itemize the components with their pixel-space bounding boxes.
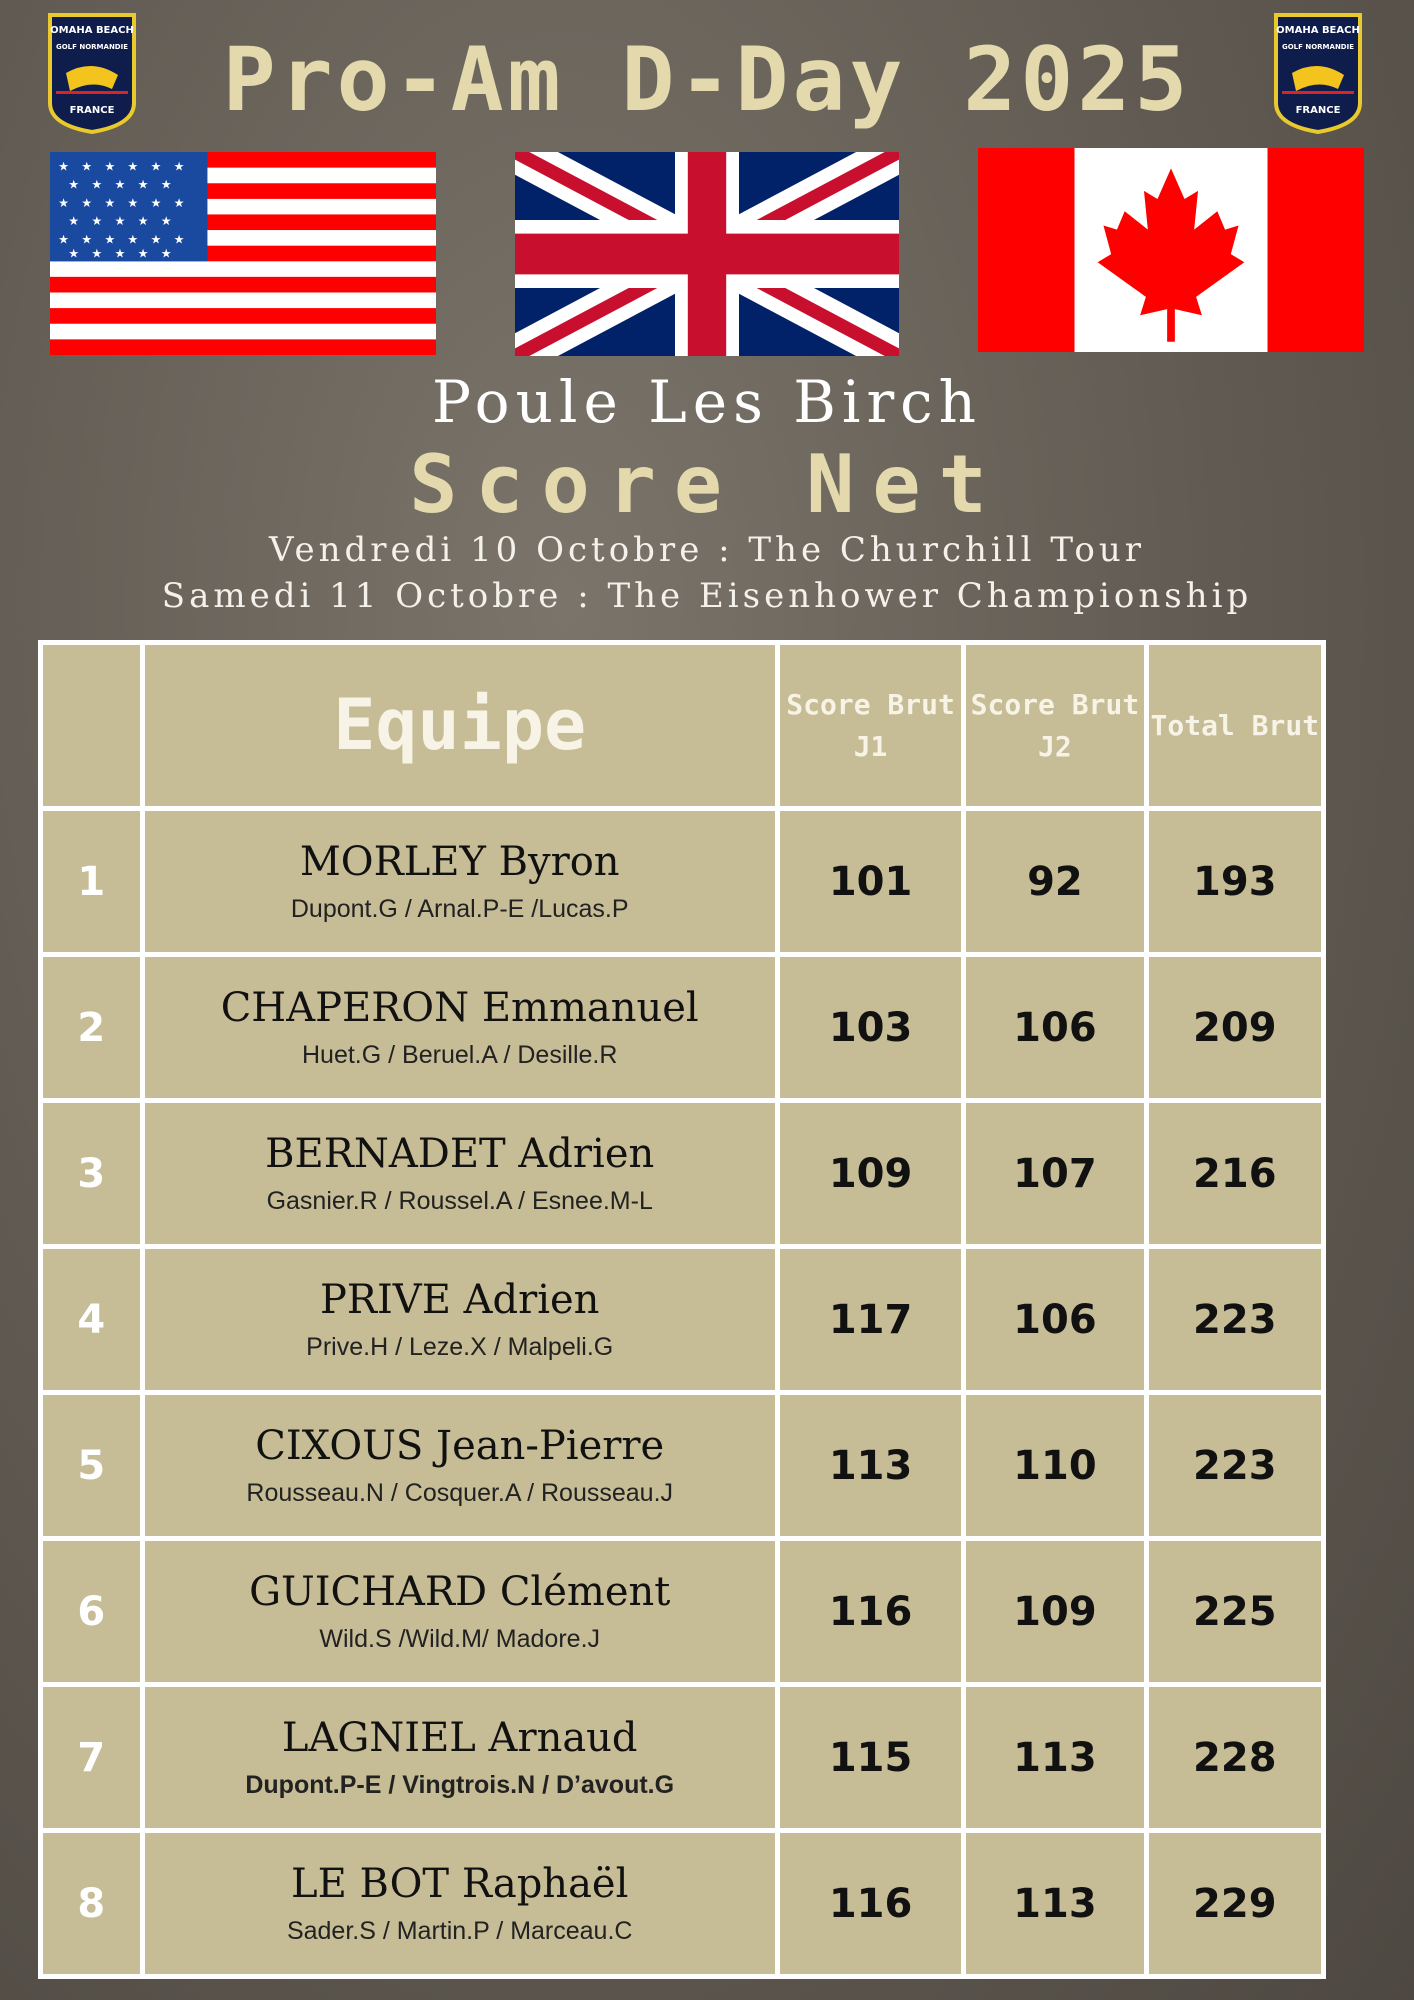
team-players: Dupont.G / Arnal.P-E /Lucas.P [290, 895, 629, 923]
score-j1-cell: 103 [774, 952, 967, 1103]
canada-flag [978, 148, 1364, 352]
team-name: LAGNIEL Arnaud [281, 1715, 638, 1761]
date-line-1: Vendredi 10 Octobre : The Churchill Tour [269, 530, 1145, 570]
score-j1-cell: 117 [774, 1244, 967, 1395]
team-players: Dupont.P-E / Vingtrois.N / D’avout.G [245, 1771, 675, 1799]
table-header: Equipe Score Brut J1 Score Brut J2 Total… [38, 640, 1327, 811]
leaderboard-table: Equipe Score Brut J1 Score Brut J2 Total… [38, 640, 1327, 1979]
team-cell: PRIVE Adrien Prive.H / Leze.X / Malpeli.G [139, 1244, 780, 1395]
rank-header [38, 640, 145, 811]
table-row: 2 CHAPERON Emmanuel Huet.G / Beruel.A / D… [38, 952, 1327, 1103]
team-cell: LAGNIEL Arnaud Dupont.P-E / Vingtrois.N /… [139, 1682, 780, 1833]
rank-cell: 1 [38, 806, 145, 957]
j2-header: Score Brut J2 [961, 640, 1149, 811]
svg-text:★★★★★★: ★★★★★★ [58, 196, 197, 210]
team-players: Prive.H / Leze.X / Malpeli.G [306, 1333, 614, 1361]
table-row: 6 GUICHARD Clément Wild.S /Wild.M/ Madore… [38, 1536, 1327, 1687]
svg-text:FRANCE: FRANCE [1296, 105, 1341, 116]
total-cell: 228 [1143, 1682, 1327, 1833]
table-row: 1 MORLEY Byron Dupont.G / Arnal.P-E /Luca… [38, 806, 1327, 957]
rank-cell: 4 [38, 1244, 145, 1395]
team-name: CHAPERON Emmanuel [220, 985, 699, 1031]
score-j1-cell: 109 [774, 1098, 967, 1249]
total-header: Total Brut [1143, 640, 1327, 811]
team-players: Sader.S / Martin.P / Marceau.C [286, 1917, 633, 1945]
team-players: Huet.G / Beruel.A / Desille.R [302, 1041, 618, 1069]
score-j1-cell: 116 [774, 1536, 967, 1687]
svg-text:OMAHA BEACH: OMAHA BEACH [50, 25, 134, 36]
team-cell: BERNADET Adrien Gasnier.R / Roussel.A / E… [139, 1098, 780, 1249]
rank-cell: 3 [38, 1098, 145, 1249]
usa-flag: ★★★★★★ ★★★★★ ★★★★★★ ★★★★★ ★★★★★★ ★★★★★ [50, 152, 436, 355]
team-name: MORLEY Byron [299, 839, 620, 885]
team-header: Equipe [139, 640, 780, 811]
omaha-beach-logo-right: OMAHA BEACH GOLF NORMANDIE FRANCE [1272, 13, 1364, 135]
total-cell: 223 [1143, 1244, 1327, 1395]
score-j2-cell: 113 [961, 1828, 1149, 1979]
table-row: 7 LAGNIEL Arnaud Dupont.P-E / Vingtrois.N… [38, 1682, 1327, 1833]
event-title: Pro-Am D-Day 2025 [222, 28, 1192, 131]
team-players: Gasnier.R / Roussel.A / Esnee.M-L [266, 1187, 653, 1215]
score-j1-cell: 116 [774, 1828, 967, 1979]
j1-header: Score Brut J1 [774, 640, 967, 811]
total-cell: 225 [1143, 1536, 1327, 1687]
svg-text:GOLF NORMANDIE: GOLF NORMANDIE [56, 43, 128, 51]
date-line-2: Samedi 11 Octobre : The Eisenhower Champ… [161, 576, 1253, 616]
team-players: Rousseau.N / Cosquer.A / Rousseau.J [246, 1479, 674, 1507]
score-j1-cell: 115 [774, 1682, 967, 1833]
total-cell: 209 [1143, 952, 1327, 1103]
rank-cell: 7 [38, 1682, 145, 1833]
svg-text:FRANCE: FRANCE [70, 105, 115, 116]
score-j2-cell: 110 [961, 1390, 1149, 1541]
score-j1-cell: 101 [774, 806, 967, 957]
score-j2-cell: 92 [961, 806, 1149, 957]
total-cell: 223 [1143, 1390, 1327, 1541]
score-j2-cell: 109 [961, 1536, 1149, 1687]
team-cell: CHAPERON Emmanuel Huet.G / Beruel.A / Des… [139, 952, 780, 1103]
svg-text:OMAHA BEACH: OMAHA BEACH [1276, 25, 1360, 36]
table-row: 3 BERNADET Adrien Gasnier.R / Roussel.A /… [38, 1098, 1327, 1249]
table-row: 5 CIXOUS Jean-Pierre Rousseau.N / Cosquer… [38, 1390, 1327, 1541]
team-cell: MORLEY Byron Dupont.G / Arnal.P-E /Lucas.… [139, 806, 780, 957]
svg-text:GOLF NORMANDIE: GOLF NORMANDIE [1282, 43, 1354, 51]
total-cell: 216 [1143, 1098, 1327, 1249]
rank-cell: 2 [38, 952, 145, 1103]
team-name: BERNADET Adrien [265, 1131, 655, 1177]
svg-text:★★★★★★: ★★★★★★ [58, 159, 197, 173]
rank-cell: 8 [38, 1828, 145, 1979]
uk-flag [515, 152, 899, 356]
team-players: Wild.S /Wild.M/ Madore.J [319, 1625, 601, 1653]
svg-text:★★★★★: ★★★★★ [68, 214, 184, 228]
table-row: 4 PRIVE Adrien Prive.H / Leze.X / Malpeli… [38, 1244, 1327, 1395]
team-name: PRIVE Adrien [319, 1277, 600, 1323]
team-cell: GUICHARD Clément Wild.S /Wild.M/ Madore.J [139, 1536, 780, 1687]
poule-title: Poule Les Birch [431, 368, 983, 436]
team-name: CIXOUS Jean-Pierre [255, 1423, 665, 1469]
svg-text:★★★★★★: ★★★★★★ [58, 232, 197, 246]
rank-cell: 6 [38, 1536, 145, 1687]
svg-text:★★★★★: ★★★★★ [68, 247, 184, 261]
score-j1-cell: 113 [774, 1390, 967, 1541]
score-j2-cell: 113 [961, 1682, 1149, 1833]
total-cell: 193 [1143, 806, 1327, 957]
rank-cell: 5 [38, 1390, 145, 1541]
team-cell: CIXOUS Jean-Pierre Rousseau.N / Cosquer.A… [139, 1390, 780, 1541]
team-name: LE BOT Raphaël [291, 1861, 629, 1907]
score-net-subtitle: Score Net [409, 438, 1005, 531]
team-name: GUICHARD Clément [249, 1569, 671, 1615]
svg-text:★★★★★: ★★★★★ [68, 178, 184, 192]
score-j2-cell: 106 [961, 1244, 1149, 1395]
score-j2-cell: 107 [961, 1098, 1149, 1249]
score-j2-cell: 106 [961, 952, 1149, 1103]
table-row: 8 LE BOT Raphaël Sader.S / Martin.P / Mar… [38, 1828, 1327, 1979]
omaha-beach-logo-left: OMAHA BEACH GOLF NORMANDIE FRANCE [46, 13, 138, 135]
team-cell: LE BOT Raphaël Sader.S / Martin.P / Marce… [139, 1828, 780, 1979]
total-cell: 229 [1143, 1828, 1327, 1979]
